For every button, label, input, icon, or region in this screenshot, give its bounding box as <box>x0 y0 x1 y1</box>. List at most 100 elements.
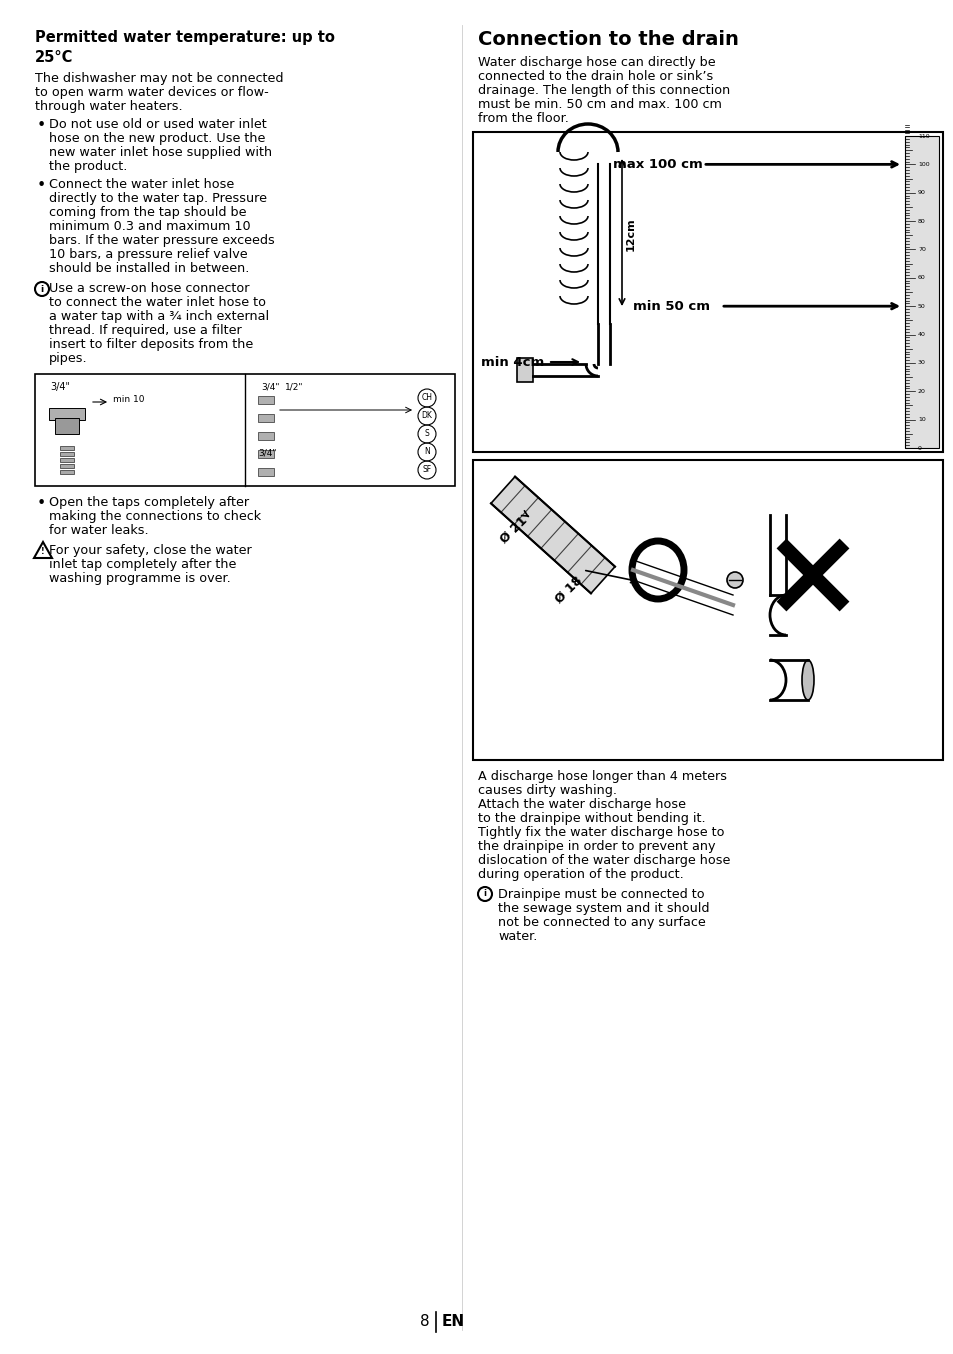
Bar <box>257 395 274 403</box>
Text: causes dirty washing.: causes dirty washing. <box>477 784 617 798</box>
Text: 110: 110 <box>917 134 928 138</box>
Text: 90: 90 <box>917 190 925 195</box>
Text: Water discharge hose can directly be: Water discharge hose can directly be <box>477 56 715 69</box>
Text: coming from the tap should be: coming from the tap should be <box>49 206 246 219</box>
Text: connected to the drain hole or sink’s: connected to the drain hole or sink’s <box>477 70 713 83</box>
Bar <box>60 445 74 450</box>
Text: min 4cm: min 4cm <box>480 356 543 368</box>
Ellipse shape <box>801 659 813 700</box>
Text: 20: 20 <box>917 389 925 394</box>
Text: •: • <box>37 118 46 133</box>
Bar <box>60 464 74 468</box>
Text: Ø 18: Ø 18 <box>553 574 584 607</box>
Text: not be connected to any surface: not be connected to any surface <box>497 917 705 929</box>
Text: For your safety, close the water: For your safety, close the water <box>49 544 252 556</box>
Text: 30: 30 <box>917 360 925 366</box>
Text: Tightly fix the water discharge hose to: Tightly fix the water discharge hose to <box>477 826 723 839</box>
Bar <box>35 374 455 486</box>
Text: •: • <box>37 496 46 510</box>
Text: to connect the water inlet hose to: to connect the water inlet hose to <box>49 297 266 309</box>
Text: the sewage system and it should: the sewage system and it should <box>497 902 709 915</box>
Text: 3/4": 3/4" <box>50 382 70 393</box>
Text: during operation of the product.: during operation of the product. <box>477 868 683 881</box>
Text: min 50 cm: min 50 cm <box>633 299 709 313</box>
Bar <box>60 452 74 456</box>
Text: i: i <box>40 284 44 294</box>
Text: The dishwasher may not be connected: The dishwasher may not be connected <box>35 72 283 85</box>
Text: S: S <box>424 429 429 439</box>
Bar <box>904 135 938 448</box>
Text: 60: 60 <box>917 275 924 280</box>
Text: water.: water. <box>497 930 537 942</box>
Text: to open warm water devices or flow-: to open warm water devices or flow- <box>35 87 269 99</box>
Text: inlet tap completely after the: inlet tap completely after the <box>49 558 236 571</box>
Text: Attach the water discharge hose: Attach the water discharge hose <box>477 798 685 811</box>
Text: !: ! <box>41 547 45 556</box>
Text: 1/2": 1/2" <box>285 382 303 391</box>
Text: Connection to the drain: Connection to the drain <box>477 30 739 49</box>
Text: 10 bars, a pressure relief valve: 10 bars, a pressure relief valve <box>49 248 248 261</box>
Bar <box>517 357 533 382</box>
Text: 3/4": 3/4" <box>257 450 276 458</box>
Text: the drainpipe in order to prevent any: the drainpipe in order to prevent any <box>477 839 715 853</box>
Text: 0: 0 <box>917 445 921 451</box>
Text: Ø 21: Ø 21 <box>497 515 530 546</box>
Text: 70: 70 <box>917 246 925 252</box>
Text: A discharge hose longer than 4 meters: A discharge hose longer than 4 meters <box>477 770 726 783</box>
Text: Open the taps completely after: Open the taps completely after <box>49 496 249 509</box>
Text: must be min. 50 cm and max. 100 cm: must be min. 50 cm and max. 100 cm <box>477 97 721 111</box>
Bar <box>473 460 942 760</box>
Text: new water inlet hose supplied with: new water inlet hose supplied with <box>49 146 272 158</box>
Text: max 100 cm: max 100 cm <box>613 158 702 171</box>
Text: a water tap with a ¾ inch external: a water tap with a ¾ inch external <box>49 310 269 324</box>
Circle shape <box>726 571 742 588</box>
Text: bars. If the water pressure exceeds: bars. If the water pressure exceeds <box>49 234 274 246</box>
Text: 50: 50 <box>917 303 924 309</box>
Text: 100: 100 <box>917 162 928 167</box>
Text: Use a screw-on hose connector: Use a screw-on hose connector <box>49 282 250 295</box>
Text: 25°C: 25°C <box>35 50 73 65</box>
Text: 10: 10 <box>917 417 924 422</box>
Text: min 10: min 10 <box>112 394 144 403</box>
Bar <box>257 450 274 458</box>
Text: Permitted water temperature: up to: Permitted water temperature: up to <box>35 30 335 45</box>
Bar <box>60 458 74 462</box>
Text: 8: 8 <box>420 1315 430 1330</box>
Bar <box>257 468 274 477</box>
Text: Drainpipe must be connected to: Drainpipe must be connected to <box>497 888 704 900</box>
Bar <box>55 418 79 435</box>
Text: for water leaks.: for water leaks. <box>49 524 149 538</box>
Text: pipes.: pipes. <box>49 352 88 366</box>
Text: to the drainpipe without bending it.: to the drainpipe without bending it. <box>477 812 705 825</box>
Text: dislocation of the water discharge hose: dislocation of the water discharge hose <box>477 854 730 867</box>
Text: DK: DK <box>421 412 432 421</box>
Text: CH: CH <box>421 394 432 402</box>
Text: 3/4": 3/4" <box>261 382 279 391</box>
Text: SF: SF <box>422 466 431 474</box>
Bar <box>60 470 74 474</box>
Text: EN: EN <box>441 1315 465 1330</box>
Bar <box>257 432 274 440</box>
Text: directly to the water tap. Pressure: directly to the water tap. Pressure <box>49 192 267 204</box>
Bar <box>473 131 942 452</box>
Bar <box>49 408 85 420</box>
Text: from the floor.: from the floor. <box>477 112 568 125</box>
Text: insert to filter deposits from the: insert to filter deposits from the <box>49 338 253 351</box>
Text: Connect the water inlet hose: Connect the water inlet hose <box>49 177 234 191</box>
Text: hose on the new product. Use the: hose on the new product. Use the <box>49 131 265 145</box>
Bar <box>257 414 274 422</box>
Text: thread. If required, use a filter: thread. If required, use a filter <box>49 324 241 337</box>
Text: through water heaters.: through water heaters. <box>35 100 182 112</box>
Text: Do not use old or used water inlet: Do not use old or used water inlet <box>49 118 267 131</box>
Text: i: i <box>483 890 486 899</box>
Text: 40: 40 <box>917 332 925 337</box>
Text: drainage. The length of this connection: drainage. The length of this connection <box>477 84 729 97</box>
Text: •: • <box>37 177 46 194</box>
Polygon shape <box>491 477 615 593</box>
Text: should be installed in between.: should be installed in between. <box>49 263 249 275</box>
Text: washing programme is over.: washing programme is over. <box>49 571 231 585</box>
Text: 12cm: 12cm <box>625 217 636 250</box>
Text: minimum 0.3 and maximum 10: minimum 0.3 and maximum 10 <box>49 219 251 233</box>
Text: N: N <box>424 448 430 456</box>
Text: the product.: the product. <box>49 160 128 173</box>
